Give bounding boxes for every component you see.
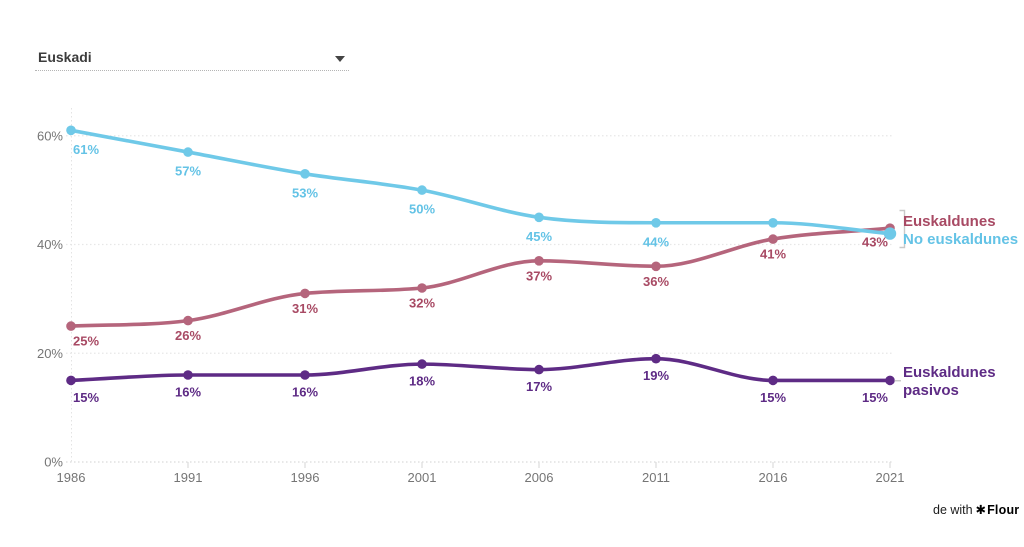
- x-axis-tick-label: 1986: [57, 470, 86, 485]
- legend-label-euskaldunes: Euskaldunes: [903, 213, 996, 230]
- data-point[interactable]: [417, 185, 427, 195]
- gridlines: 0% 20% 40% 60%: [37, 108, 893, 470]
- legend-connectors: [894, 209, 906, 382]
- x-axis-tick-label: 2006: [525, 470, 554, 485]
- data-point[interactable]: [300, 370, 310, 380]
- y-axis-tick-label: 20%: [37, 346, 63, 361]
- point-value-label: 61%: [73, 142, 99, 157]
- attribution-prefix: de with: [933, 503, 973, 517]
- point-value-label: 15%: [862, 390, 888, 405]
- point-value-label: 16%: [292, 385, 318, 400]
- data-point[interactable]: [651, 218, 661, 228]
- point-value-label: 53%: [292, 185, 318, 200]
- data-point[interactable]: [300, 169, 310, 179]
- data-point[interactable]: [534, 364, 544, 375]
- data-point[interactable]: [651, 261, 661, 272]
- data-point[interactable]: [183, 370, 193, 380]
- point-value-label: 25%: [73, 334, 99, 349]
- data-point[interactable]: [417, 359, 427, 369]
- point-value-label: 44%: [643, 234, 669, 249]
- point-value-label: 15%: [73, 390, 99, 405]
- data-point[interactable]: [417, 283, 427, 293]
- legend-bracket: [899, 209, 906, 249]
- legend-label-no-euskaldunes: No euskaldunes: [903, 231, 1019, 248]
- data-point[interactable]: [66, 125, 76, 136]
- data-point[interactable]: [883, 227, 897, 240]
- caret-down-icon: [335, 56, 345, 62]
- data-point[interactable]: [300, 288, 310, 299]
- data-point[interactable]: [768, 218, 778, 228]
- data-point[interactable]: [885, 375, 895, 386]
- data-point[interactable]: [768, 375, 778, 386]
- x-axis-tick-label: 2021: [876, 470, 905, 485]
- point-value-label: 50%: [409, 202, 435, 217]
- point-value-label: 18%: [409, 374, 435, 389]
- data-point[interactable]: [66, 321, 76, 331]
- point-value-label: 32%: [409, 296, 435, 311]
- data-point[interactable]: [768, 234, 778, 244]
- y-axis-tick-label: 0%: [44, 455, 63, 470]
- legend-label-euskaldunes-pasivos: Euskaldunes pasivos: [903, 364, 996, 399]
- series-euskaldunes: [66, 223, 895, 331]
- flourish-asterisk-icon: ✱: [975, 503, 987, 517]
- attribution-brand: Flour: [987, 503, 1020, 517]
- series-no-euskaldunes: [66, 125, 897, 240]
- data-point[interactable]: [651, 353, 661, 364]
- region-selector-value: Euskadi: [38, 49, 92, 65]
- x-axis: 1986 1991 1996 2001 2006 2011 2016 2021: [57, 462, 905, 485]
- region-selector[interactable]: Euskadi: [35, 47, 349, 71]
- point-labels-euskaldunes-pasivos: 15% 16% 16% 18% 17% 19% 15% 15%: [73, 368, 888, 405]
- data-point[interactable]: [183, 147, 193, 157]
- point-value-label: 57%: [175, 164, 201, 179]
- point-value-label: 43%: [862, 235, 888, 250]
- point-value-label: 15%: [760, 390, 786, 405]
- x-axis-tick-label: 2016: [759, 470, 788, 485]
- point-labels-euskaldunes: 25% 26% 31% 32% 37% 36% 41% 43%: [73, 235, 888, 349]
- attribution-link[interactable]: de with ✱Flour: [933, 502, 1019, 517]
- point-value-label: 36%: [643, 274, 669, 289]
- data-point[interactable]: [534, 255, 544, 266]
- point-value-label: 41%: [760, 247, 786, 262]
- point-value-label: 17%: [526, 379, 552, 394]
- point-value-label: 16%: [175, 385, 201, 400]
- series-euskaldunes-pasivos: [66, 353, 895, 386]
- y-axis-tick-label: 40%: [37, 237, 63, 252]
- y-axis-tick-label: 60%: [37, 128, 63, 143]
- point-value-label: 26%: [175, 328, 201, 343]
- data-point[interactable]: [534, 212, 544, 223]
- data-point[interactable]: [66, 375, 76, 386]
- x-axis-tick-label: 1996: [291, 470, 320, 485]
- point-labels-no-euskaldunes: 61% 57% 53% 50% 45% 44%: [73, 142, 669, 250]
- data-point[interactable]: [183, 315, 193, 326]
- point-value-label: 19%: [643, 368, 669, 383]
- point-value-label: 37%: [526, 268, 552, 283]
- point-value-label: 45%: [526, 229, 552, 244]
- x-axis-tick-label: 2011: [642, 470, 670, 485]
- point-value-label: 31%: [292, 301, 318, 316]
- x-axis-tick-label: 1991: [174, 470, 203, 485]
- x-axis-tick-label: 2001: [408, 470, 437, 485]
